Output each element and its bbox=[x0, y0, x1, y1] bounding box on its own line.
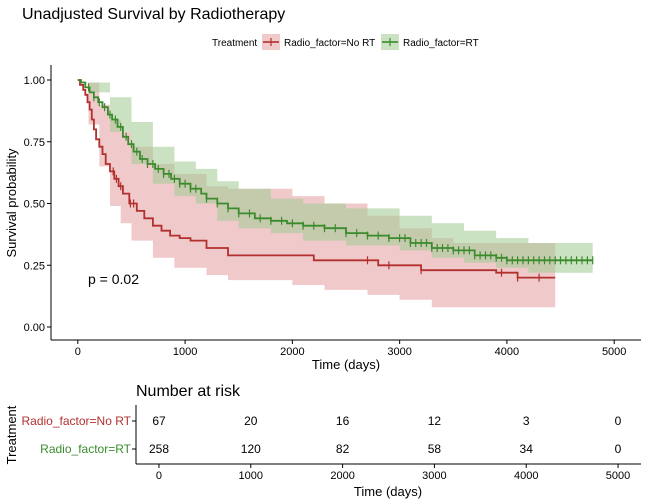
risk-cell-rt: 82 bbox=[336, 442, 350, 456]
legend: Treatment Radio_factor=No RT Radio_facto… bbox=[212, 34, 479, 50]
risk-table-title: Number at risk bbox=[136, 383, 241, 400]
y-tick-label: 1.00 bbox=[24, 75, 45, 87]
risk-table-y-axis-title: Treatment bbox=[4, 405, 19, 464]
confidence-bands bbox=[77, 80, 593, 308]
risk-cell-rt: 120 bbox=[241, 442, 261, 456]
x-tick-label: 0 bbox=[75, 346, 81, 358]
legend-label-rt: Radio_factor=RT bbox=[403, 38, 479, 49]
risk-x-tick-label: 0 bbox=[156, 470, 162, 482]
x-tick-label: 3000 bbox=[387, 346, 411, 358]
y-tick-label: 0.25 bbox=[24, 260, 45, 272]
legend-title: Treatment bbox=[212, 38, 257, 49]
risk-x-tick-label: 4000 bbox=[514, 470, 538, 482]
risk-cell-no-rt: 0 bbox=[615, 414, 622, 428]
risk-cell-no-rt: 12 bbox=[428, 414, 442, 428]
x-tick-label: 4000 bbox=[495, 346, 519, 358]
x-axis-title: Time (days) bbox=[312, 357, 380, 372]
risk-table-x-ticks: 0 1000 2000 3000 4000 5000 bbox=[156, 464, 630, 482]
risk-x-tick-label: 3000 bbox=[422, 470, 446, 482]
risk-cell-no-rt: 67 bbox=[152, 414, 166, 428]
risk-cell-no-rt: 3 bbox=[523, 414, 530, 428]
survival-curve-no-rt bbox=[77, 79, 556, 279]
legend-item-no-rt: Radio_factor=No RT bbox=[262, 34, 375, 50]
risk-cell-no-rt: 16 bbox=[336, 414, 350, 428]
censor-marks bbox=[87, 83, 594, 282]
legend-label-no-rt: Radio_factor=No RT bbox=[284, 38, 375, 49]
chart-title: Unadjusted Survival by Radiotherapy bbox=[22, 6, 285, 23]
risk-row-label-no-rt: Radio_factor=No RT bbox=[22, 414, 132, 428]
confidence-band-rt bbox=[77, 80, 593, 273]
risk-table-cells: 67 20 16 12 3 0 258 120 82 58 34 0 bbox=[149, 414, 622, 456]
risk-cell-rt: 0 bbox=[615, 442, 622, 456]
x-tick-label: 5000 bbox=[602, 346, 626, 358]
survival-curves bbox=[77, 79, 593, 279]
y-axis-ticks: 0.00 0.25 0.50 0.75 1.00 bbox=[24, 75, 51, 334]
risk-cell-rt: 34 bbox=[520, 442, 534, 456]
legend-item-rt: Radio_factor=RT bbox=[381, 34, 479, 50]
y-tick-label: 0.75 bbox=[24, 137, 45, 149]
confidence-band-no-rt bbox=[77, 80, 556, 308]
risk-row-label-rt: Radio_factor=RT bbox=[40, 442, 131, 456]
survival-curve-rt bbox=[77, 79, 593, 262]
y-axis-title: Survival probability bbox=[4, 148, 19, 258]
risk-table: Number at risk Radio_factor=No RT Radio_… bbox=[4, 383, 641, 499]
risk-x-tick-label: 1000 bbox=[239, 470, 263, 482]
risk-x-tick-label: 2000 bbox=[330, 470, 354, 482]
y-tick-label: 0.00 bbox=[24, 322, 45, 334]
risk-x-tick-label: 5000 bbox=[606, 470, 630, 482]
risk-table-x-axis-title: Time (days) bbox=[354, 484, 422, 499]
x-tick-label: 1000 bbox=[173, 346, 197, 358]
x-axis-ticks: 0 1000 2000 3000 4000 5000 bbox=[75, 340, 626, 358]
x-tick-label: 2000 bbox=[280, 346, 304, 358]
y-tick-label: 0.50 bbox=[24, 199, 45, 211]
risk-cell-rt: 258 bbox=[149, 442, 169, 456]
risk-cell-no-rt: 20 bbox=[244, 414, 258, 428]
p-value-annotation: p = 0.02 bbox=[88, 271, 139, 287]
survival-plot: 0.00 0.25 0.50 0.75 1.00 0 1000 2000 3000 4000 50… bbox=[4, 65, 641, 372]
risk-cell-rt: 58 bbox=[428, 442, 442, 456]
